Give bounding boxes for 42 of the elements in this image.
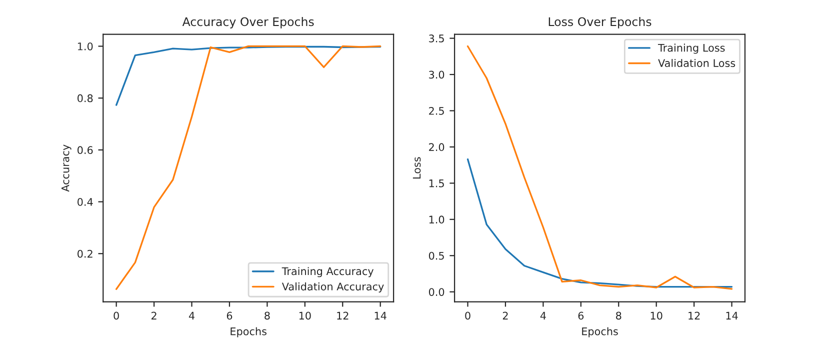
x-tick-label: 4 (188, 312, 194, 320)
y-tick-label: 0.5 (428, 252, 444, 260)
x-tick-label: 6 (578, 312, 584, 320)
y-tick-label: 3.5 (429, 34, 444, 42)
line-series (466, 45, 733, 290)
x-tick-label: 14 (726, 312, 738, 320)
x-tick-label: 2 (502, 312, 508, 320)
y-tick-label: 1.0 (429, 216, 444, 224)
x-tick-label: 0 (114, 312, 119, 320)
y-tick-label: 1.0 (78, 42, 93, 50)
x-axis-title: Epochs (230, 327, 266, 338)
x-axis-title: Epochs (582, 327, 618, 338)
y-tick-label: 1.5 (429, 180, 444, 188)
legend-label: Validation Loss (658, 58, 736, 68)
chart-title: Accuracy Over Epochs (182, 16, 314, 28)
x-tick-label: 4 (540, 312, 546, 320)
chart-title: Loss Over Epochs (548, 16, 652, 28)
y-axis-title: Accuracy (62, 144, 72, 192)
y-tick-label: 3.0 (429, 70, 444, 79)
x-tick-label: 2 (151, 312, 156, 320)
y-axis-title: Loss (412, 157, 421, 178)
legend-label: Training Loss (658, 44, 725, 54)
x-tick-label: 6 (226, 312, 232, 320)
y-tick-label: 0.8 (78, 94, 93, 102)
x-tick-label: 12 (337, 312, 348, 320)
x-tick-label: 0 (465, 312, 470, 320)
y-tick-label: 0.0 (428, 288, 444, 296)
legend-label: Validation Accuracy (282, 282, 384, 292)
x-tick-label: 12 (688, 312, 700, 320)
x-tick-label: 8 (264, 312, 270, 320)
x-tick-label: 10 (299, 312, 311, 320)
y-tick-label: 2.0 (429, 143, 444, 152)
y-tick-label: 0.6 (78, 146, 93, 154)
x-tick-label: 14 (374, 312, 386, 320)
line-series (115, 46, 382, 106)
x-tick-label: 10 (650, 312, 662, 320)
legend-label: Training Accuracy (282, 267, 374, 278)
y-tick-label: 0.4 (78, 198, 93, 206)
x-tick-label: 8 (616, 312, 622, 320)
y-tick-label: 2.5 (429, 106, 444, 115)
y-tick-label: 0.2 (78, 250, 92, 258)
line-series (466, 158, 733, 288)
